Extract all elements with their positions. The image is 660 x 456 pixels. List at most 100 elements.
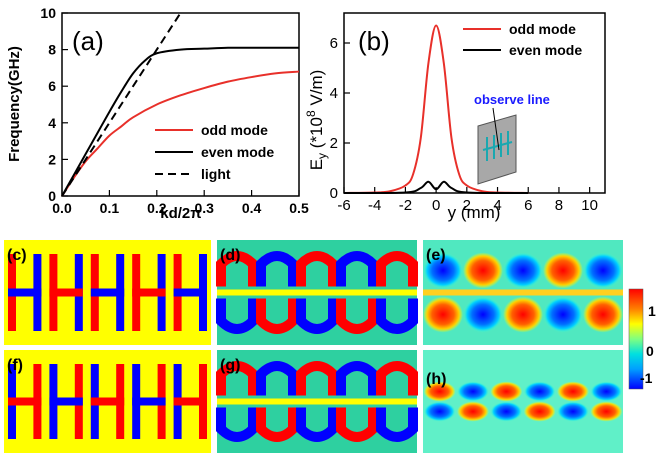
field-oval bbox=[490, 381, 523, 402]
field-loop bbox=[256, 251, 298, 287]
field-oval bbox=[590, 401, 623, 422]
conductor-bridge bbox=[8, 397, 42, 406]
xtick-label: 0.0 bbox=[52, 200, 72, 216]
field-loop bbox=[336, 361, 378, 396]
xtick-label: 4 bbox=[493, 197, 501, 214]
colorbar: 1 0 -1 bbox=[628, 288, 656, 390]
ytick-label: 2 bbox=[330, 135, 338, 152]
field-midline bbox=[217, 398, 417, 405]
field-panel-h: (h) bbox=[423, 350, 623, 453]
field-lobe bbox=[583, 252, 623, 289]
field-oval bbox=[423, 381, 456, 402]
field-loop bbox=[376, 251, 418, 287]
field-lobe bbox=[503, 252, 543, 289]
field-lobe bbox=[543, 296, 583, 333]
panel-d-label: (d) bbox=[220, 247, 240, 264]
field-oval bbox=[557, 401, 589, 422]
conductor-bridge bbox=[90, 397, 125, 406]
conductor-bridge bbox=[173, 288, 207, 297]
plot-b-ticks: -6 -4 -2 0 2 4 6 8 10 0 2 4 6 bbox=[330, 35, 598, 214]
plot-b-xlabel: y (mm) bbox=[448, 203, 501, 222]
field-oval bbox=[423, 401, 456, 422]
conductor-bridge bbox=[173, 397, 207, 406]
xtick-label: 0.1 bbox=[100, 200, 120, 216]
field-loop bbox=[216, 361, 258, 396]
field-midline bbox=[423, 289, 623, 296]
ytick-label: 6 bbox=[48, 78, 56, 94]
observe-line-label: observe line bbox=[474, 92, 550, 107]
panel-b: -6 -4 -2 0 2 4 6 8 10 0 2 4 6 observe line (b) y (mm… bbox=[304, 12, 606, 222]
field-loop bbox=[376, 407, 418, 442]
xtick-label: 0.5 bbox=[289, 200, 309, 216]
field-loop bbox=[336, 407, 378, 442]
field-loop bbox=[296, 361, 338, 396]
field-loop bbox=[216, 298, 258, 334]
field-loop bbox=[336, 298, 378, 334]
colorbar-tick-minus1: -1 bbox=[640, 370, 653, 386]
ytick-label: 0 bbox=[48, 188, 56, 204]
series-line-even-mode bbox=[61, 46, 299, 197]
plot-b-series bbox=[343, 24, 529, 195]
xtick-label: 0.4 bbox=[242, 200, 262, 216]
plot-a-frame bbox=[61, 12, 300, 197]
field-loop bbox=[216, 251, 258, 287]
xtick-label: 2 bbox=[463, 197, 471, 214]
xtick-label: 0.3 bbox=[194, 200, 214, 216]
plot-a-ticks: 0.0 0.1 0.2 0.3 0.4 0.5 0 2 4 6 8 10 bbox=[40, 5, 309, 216]
field-lobe bbox=[423, 252, 463, 289]
ytick-label: 6 bbox=[330, 35, 338, 52]
field-lobe bbox=[503, 296, 543, 333]
field-loop bbox=[296, 407, 338, 442]
xtick-label: 10 bbox=[581, 197, 598, 214]
field-lobe bbox=[543, 252, 583, 289]
field-lobe bbox=[463, 252, 503, 289]
plot-b-legend: odd mode even mode bbox=[463, 21, 582, 58]
field-loop bbox=[376, 298, 418, 334]
panel-a: 0.0 0.1 0.2 0.3 0.4 0.5 0 2 4 6 8 10 (a) kd/2π Freq… bbox=[6, 5, 309, 222]
conductor-bridge bbox=[49, 397, 83, 406]
plot-a-ylabel: Frequency(GHz) bbox=[6, 46, 23, 162]
field-panel-c: (c) bbox=[4, 240, 211, 345]
ytick-label: 8 bbox=[48, 42, 56, 58]
observe-line-inset: observe line bbox=[474, 92, 550, 185]
plot-b-ylabel: Ey (*108 V/m) bbox=[304, 70, 329, 171]
field-oval bbox=[490, 401, 523, 422]
field-lobe bbox=[423, 296, 463, 333]
field-loop bbox=[376, 361, 418, 396]
legend-label: even mode bbox=[201, 144, 274, 160]
colorbar-tick-1: 1 bbox=[648, 303, 656, 319]
panel-a-label: (a) bbox=[72, 26, 104, 56]
field-panel-g: (g) bbox=[216, 350, 418, 453]
field-panel-e: (e) bbox=[423, 240, 623, 345]
field-loop bbox=[296, 298, 338, 334]
legend-label: odd mode bbox=[509, 21, 576, 37]
plot-a-legend: odd mode even mode light bbox=[155, 122, 274, 182]
legend-label: even mode bbox=[509, 42, 582, 58]
panel-b-label: (b) bbox=[358, 26, 390, 56]
field-loop bbox=[216, 407, 258, 442]
field-loop bbox=[256, 298, 298, 334]
ytick-label: 0 bbox=[330, 185, 338, 202]
panel-h-label: (h) bbox=[426, 371, 446, 388]
ytick-label: 4 bbox=[48, 115, 56, 131]
xtick-label: -2 bbox=[399, 197, 412, 214]
panel-e-label: (e) bbox=[426, 247, 446, 264]
field-oval bbox=[523, 401, 556, 422]
series-line-even-mode bbox=[343, 180, 529, 195]
series-line-odd-mode bbox=[61, 70, 300, 197]
xtick-label: -4 bbox=[368, 197, 381, 214]
plot-a-xlabel: kd/2π bbox=[160, 205, 202, 222]
xtick-label: -6 bbox=[337, 197, 350, 214]
conductor-bridge bbox=[132, 397, 166, 406]
panel-g-label: (g) bbox=[220, 357, 240, 374]
panel-c-label: (c) bbox=[7, 247, 27, 264]
conductor-bridge bbox=[8, 288, 42, 297]
conductor-bridge bbox=[90, 288, 125, 297]
ytick-label: 2 bbox=[48, 151, 56, 167]
plot-a-series bbox=[61, 12, 300, 197]
series-line-light bbox=[61, 12, 182, 197]
field-oval bbox=[523, 381, 556, 402]
field-loop bbox=[336, 251, 378, 287]
field-lobe bbox=[583, 296, 623, 333]
xtick-label: 0.2 bbox=[147, 200, 167, 216]
